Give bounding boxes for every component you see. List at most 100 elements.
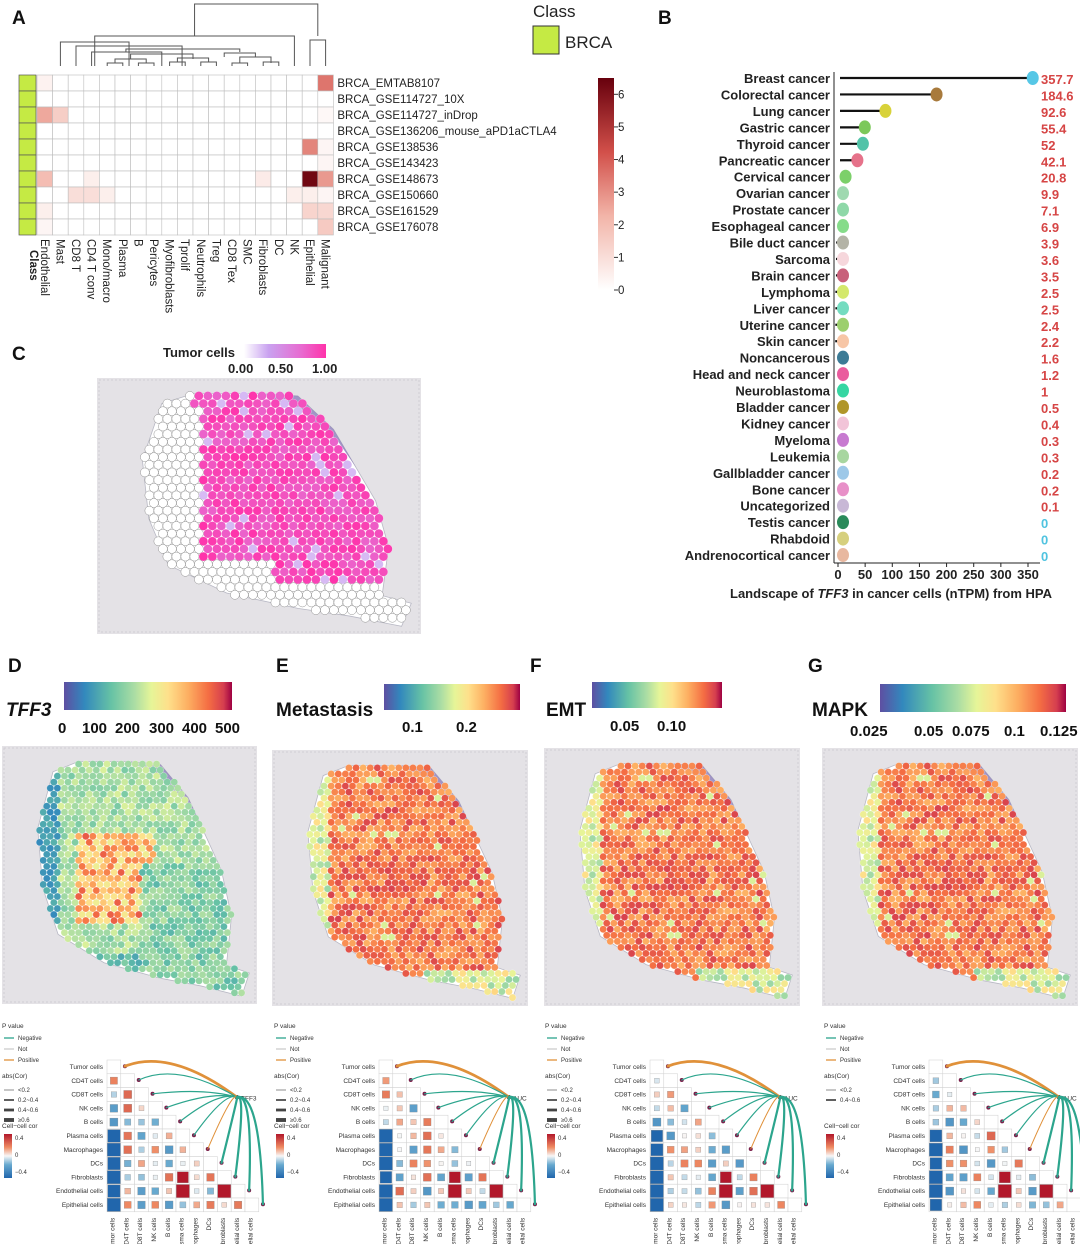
- spatial-spot: [888, 786, 896, 794]
- heatmap-row-label: BRCA_GSE114727_10X: [337, 94, 464, 106]
- cor-row-label: NK cells: [901, 1105, 926, 1112]
- spatial-spot: [780, 979, 789, 988]
- spatial-spot: [329, 467, 339, 478]
- spatial-spot: [487, 945, 495, 953]
- spatial-spot: [617, 822, 625, 831]
- spatial-spot: [930, 907, 939, 915]
- cor-row-label: Plasma cells: [889, 1133, 926, 1140]
- spatial-spot: [320, 818, 328, 827]
- spatial-spot: [627, 816, 636, 825]
- spatial-spot: [973, 883, 981, 891]
- cor-square: [652, 1117, 662, 1127]
- spatial-spot: [888, 847, 896, 855]
- spatial-spot: [966, 955, 974, 964]
- abs-legend-title: abs(Cor): [545, 1073, 570, 1080]
- cor-scale-tick: 0: [558, 1153, 562, 1159]
- cor-square: [708, 1159, 717, 1168]
- spatial-spot: [99, 886, 108, 895]
- heatmap-cell: [52, 138, 69, 156]
- spatial-spot: [57, 922, 65, 931]
- spatial-spot: [320, 854, 328, 863]
- spatial-spot: [313, 830, 321, 839]
- spatial-spot: [969, 816, 978, 825]
- spatial-spot: [877, 925, 885, 933]
- spatial-spot: [699, 901, 707, 909]
- spatial-spot: [859, 859, 868, 867]
- spatial-spot: [64, 934, 72, 943]
- spatial-spot: [934, 949, 942, 958]
- spatial-spot: [348, 830, 357, 839]
- cor-square: [179, 1201, 187, 1209]
- spatial-spot: [631, 847, 639, 855]
- cor-row-label: CD4T cells: [614, 1078, 646, 1085]
- spatial-spot: [702, 955, 710, 964]
- spatial-spot: [57, 886, 65, 895]
- spatial-spot: [645, 762, 654, 770]
- cor-row-label: DCs: [90, 1161, 103, 1168]
- spatial-spot: [306, 444, 317, 455]
- spatial-spot: [462, 927, 470, 935]
- lollipop-category-label: Prostate cancer: [732, 203, 830, 218]
- spatial-spot: [927, 925, 935, 933]
- spatial-spot: [320, 879, 328, 887]
- spatial-spot: [709, 967, 718, 976]
- spatial-spot: [969, 828, 978, 837]
- spatial-spot: [709, 822, 718, 831]
- spatial-spot: [987, 967, 996, 976]
- spatial-spot: [969, 865, 978, 873]
- spatial-spot: [595, 871, 604, 879]
- spatial-spot: [498, 975, 506, 984]
- spatial-spot: [60, 868, 69, 877]
- spatial-spot: [338, 544, 348, 554]
- spatial-spot: [937, 847, 946, 855]
- heatmap-cell: [223, 74, 241, 92]
- heatmap-cell: [270, 170, 287, 188]
- spatial-spot: [167, 784, 175, 792]
- spatial-spot: [991, 853, 999, 861]
- spatial-spot: [977, 853, 985, 861]
- spatial-spot: [1037, 883, 1045, 891]
- spatial-spot: [1012, 816, 1020, 825]
- abs-legend-title: abs(Cor): [824, 1073, 849, 1080]
- spatial-spot: [1012, 840, 1020, 849]
- spatial-spot: [441, 866, 449, 875]
- spatial-spot: [888, 895, 896, 903]
- spatial-spot: [451, 873, 460, 881]
- spatial-spot: [74, 928, 83, 937]
- cor-square: [206, 1173, 215, 1182]
- heatmap-cell: [130, 138, 147, 156]
- spatial-spot: [969, 913, 978, 921]
- spatial-spot: [1030, 871, 1038, 879]
- spatial-spot: [691, 768, 700, 776]
- spatial-spot: [684, 792, 693, 800]
- spatial-spot: [462, 939, 470, 947]
- spatial-spot: [138, 796, 147, 804]
- spatial-spot: [702, 895, 710, 903]
- spatial-spot: [459, 812, 467, 820]
- cor-row-label: Tumor cells: [342, 1064, 376, 1071]
- spatial-spot: [177, 971, 186, 979]
- spatial-spot: [99, 814, 108, 822]
- spatial-spot: [103, 820, 111, 828]
- spatial-spot: [391, 915, 399, 923]
- spatial-spot: [934, 901, 942, 909]
- spatial-spot: [331, 788, 339, 796]
- spatial-spot: [156, 910, 164, 919]
- spatial-spot: [977, 780, 985, 788]
- spatial-spot: [434, 939, 442, 947]
- dendrogram-branch: [200, 61, 217, 66]
- spatial-spot: [85, 886, 93, 895]
- spatial-spot: [873, 798, 882, 807]
- spatial-spot: [599, 901, 607, 909]
- spatial-spot: [459, 921, 467, 929]
- spatial-spot: [603, 919, 611, 927]
- spatial-spot: [409, 788, 417, 796]
- spatial-spot: [888, 822, 896, 831]
- cor-col-label: Endothelial cells: [1056, 1217, 1063, 1244]
- spatial-spot: [74, 941, 83, 949]
- spatial-spot: [82, 844, 90, 853]
- spatial-spot: [333, 567, 344, 577]
- spatial-spot: [64, 838, 72, 846]
- heatmap-cell: [286, 122, 303, 140]
- spatial-spot: [117, 928, 125, 937]
